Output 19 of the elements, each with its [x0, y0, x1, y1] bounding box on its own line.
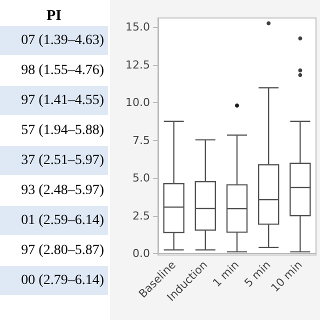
x-tick-label: 1 min	[210, 258, 242, 290]
y-tick-label: 12.5	[126, 58, 150, 72]
y-tick-label: 15.0	[126, 20, 150, 34]
y-tick-label: 7.5	[132, 134, 150, 147]
text: 07 (1.39–4.63)	[0, 26, 108, 55]
text: 98 (1.55–4.76)	[0, 56, 108, 85]
y-tick-label: 5.0	[132, 172, 150, 185]
y-tick-label: 2.5	[132, 209, 150, 222]
y-tick-label: 0.0	[132, 246, 150, 260]
text: 01 (2.59–6.14)	[0, 206, 108, 235]
text: 97 (1.41–4.55)	[0, 86, 108, 115]
text: 37 (2.51–5.97)	[0, 146, 108, 175]
text: 97 (2.80–5.87)	[0, 236, 108, 265]
y-tick-label: 10.0	[126, 96, 150, 110]
text: 93 (2.48–5.97)	[0, 176, 108, 205]
text: 57 (1.94–5.88)	[0, 116, 108, 145]
text: PI	[46, 7, 62, 26]
x-tick-label: 10 min	[268, 258, 305, 295]
text: 00 (2.79–6.14)	[0, 266, 108, 295]
